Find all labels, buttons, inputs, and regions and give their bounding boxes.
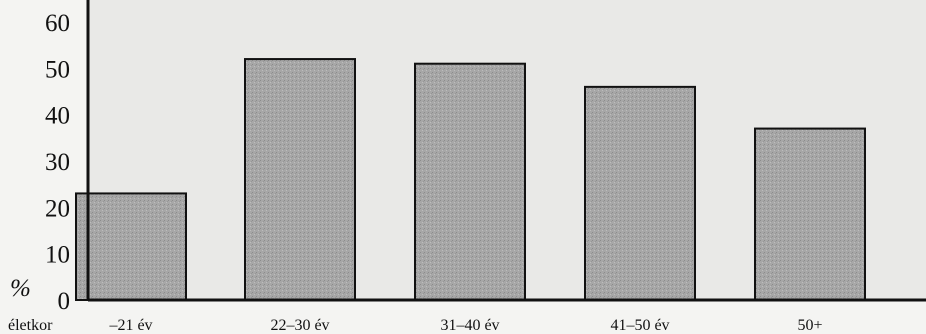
x-tick-label: –21 év: [108, 317, 152, 334]
bar-1: [75, 192, 187, 301]
bar-5: [754, 127, 866, 301]
x-axis-label: életkor: [8, 317, 53, 334]
bar-3: [414, 62, 526, 302]
y-unit-label: %: [10, 275, 31, 302]
y-tick-label: 50: [45, 56, 70, 83]
x-tick-label: 41–50 év: [610, 317, 669, 334]
y-tick-label: 40: [45, 103, 70, 130]
y-tick-label: 30: [45, 149, 70, 176]
y-tick-label: 20: [45, 195, 70, 222]
x-tick-label: 50+: [797, 317, 822, 334]
x-tick-label: 22–30 év: [270, 317, 329, 334]
y-tick-label: 10: [45, 242, 70, 269]
x-tick-label: 31–40 év: [440, 317, 499, 334]
bar-2: [244, 58, 356, 301]
bar-4: [584, 85, 696, 301]
y-tick-label: 0: [58, 288, 71, 315]
y-tick-label: 60: [45, 10, 70, 37]
